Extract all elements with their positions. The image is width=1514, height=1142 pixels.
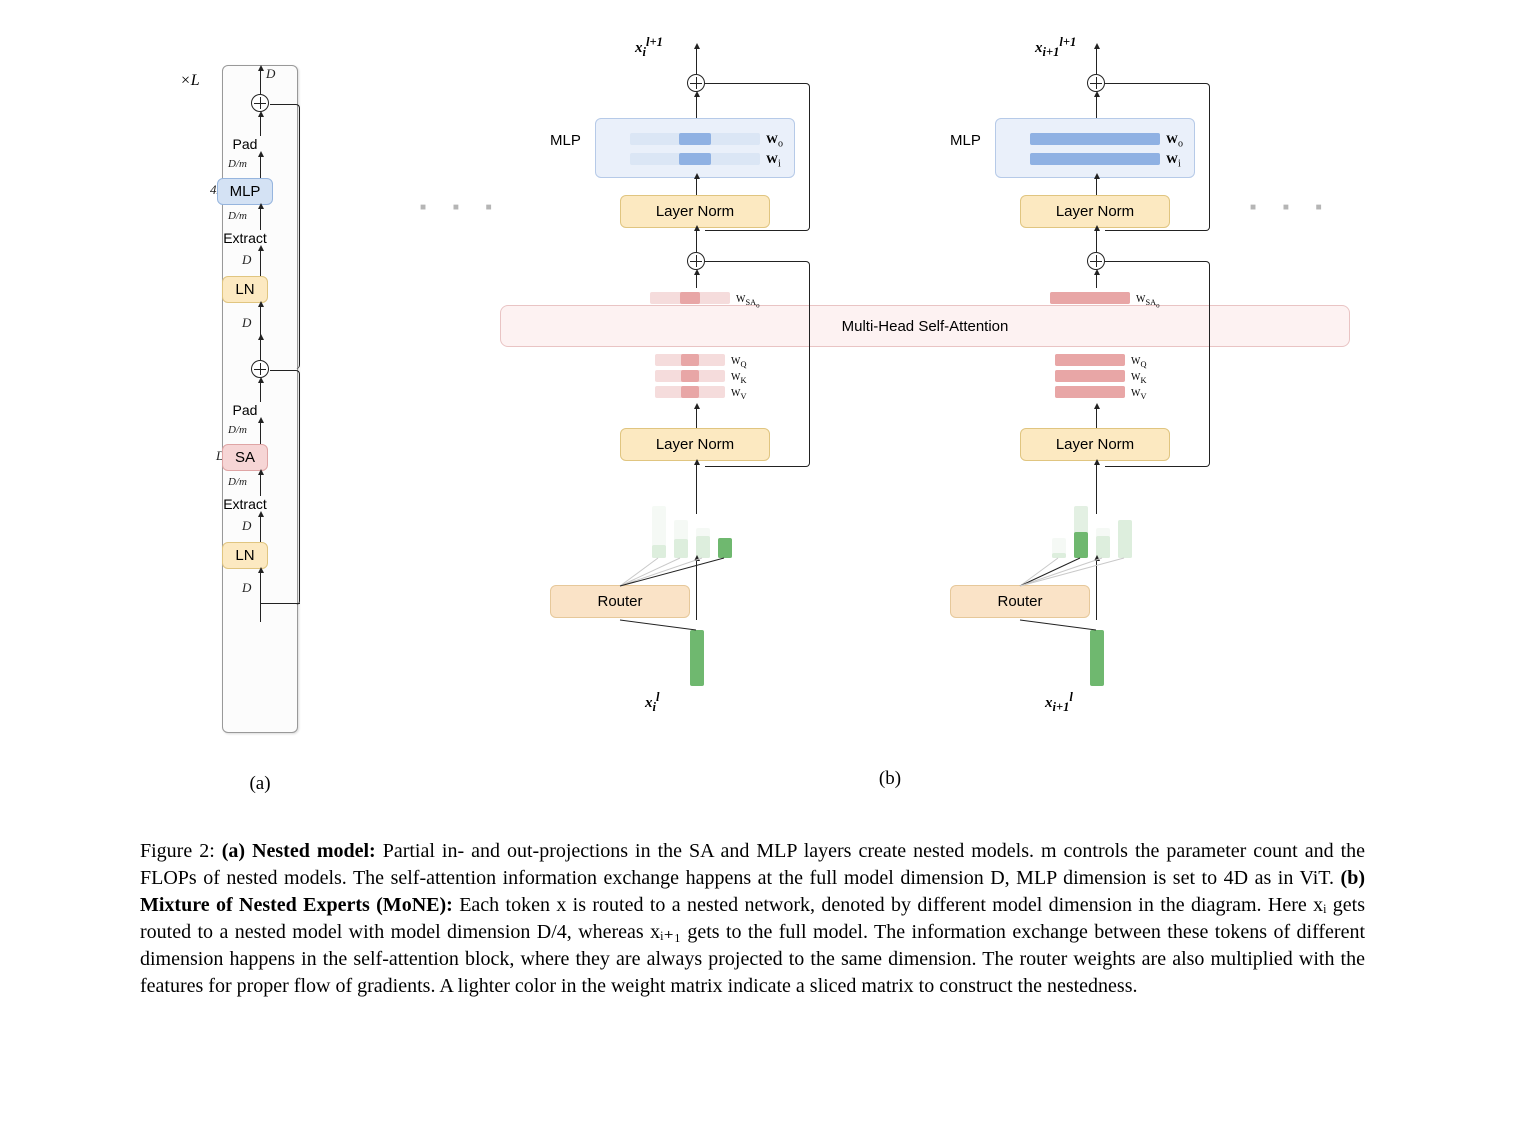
- router-option-bar: [696, 528, 710, 558]
- xl-label: ×L: [180, 72, 200, 90]
- router-bars: [1052, 478, 1172, 558]
- skip-entry: [260, 603, 300, 604]
- input-token: [690, 630, 704, 686]
- arrow: [696, 230, 697, 252]
- qkv-bars: WQ WK WV: [655, 350, 755, 402]
- arrow: [1096, 560, 1097, 620]
- arrow: [260, 208, 261, 230]
- arrow: [260, 382, 261, 402]
- x-output-label: xi+1l+1: [1035, 35, 1076, 60]
- arrow: [696, 408, 697, 428]
- continuation-dots: ■ ■ ■: [420, 202, 504, 213]
- arrow: [260, 474, 261, 496]
- sa-out-bar: WSAo: [1050, 288, 1150, 308]
- add-circle-top: [251, 94, 269, 112]
- mlp-block: MLP: [217, 178, 274, 205]
- router-block: Router: [550, 585, 690, 618]
- sa-out-bar: WSAo: [650, 288, 750, 308]
- sa-block: SA: [222, 444, 268, 471]
- arrow: [696, 274, 697, 288]
- figure-caption: Figure 2: (a) Nested model: Partial in- …: [140, 838, 1365, 1000]
- pad-label: Pad: [233, 136, 258, 152]
- arrow: [1096, 274, 1097, 288]
- arrow: [696, 560, 697, 620]
- caption-a-head: (a) Nested model:: [222, 840, 376, 862]
- panel-b: ■ ■ ■ ■ ■ ■ Multi-Head Self-Attention xi…: [410, 30, 1370, 760]
- arrow: [1096, 408, 1097, 428]
- mlp-box: Wo Wi: [595, 118, 795, 178]
- arrow: [260, 422, 261, 444]
- arrow: [260, 70, 261, 94]
- dim-dm: D/m: [228, 476, 247, 488]
- layer-norm-block: Layer Norm: [1020, 428, 1170, 461]
- panel-a: ×L D Pad D/m 4D MLP D/m Extract D LN D P…: [180, 60, 310, 760]
- figure-container: ×L D Pad D/m 4D MLP D/m Extract D LN D P…: [140, 30, 1370, 810]
- arrow: [1096, 230, 1097, 252]
- add-circle: [687, 252, 705, 270]
- router-option-bar: [718, 538, 732, 558]
- router-block: Router: [950, 585, 1090, 618]
- extract-label: Extract: [223, 496, 267, 512]
- arrow: [696, 48, 697, 74]
- arrow: [260, 250, 261, 276]
- router-option-bar: [1096, 528, 1110, 558]
- arrow: [260, 156, 261, 178]
- dim-dm: D/m: [228, 158, 247, 170]
- continuation-dots: ■ ■ ■: [1250, 202, 1334, 213]
- router-option-bar: [1118, 520, 1132, 558]
- x-input-label: xil: [645, 690, 659, 715]
- arrow: [696, 96, 697, 118]
- dim-d: D: [242, 580, 251, 596]
- ln-block: LN: [222, 542, 267, 569]
- qkv-bars: WQ WK WV: [1055, 350, 1155, 402]
- router-option-bar: [1074, 506, 1088, 558]
- mlp-box: Wo Wi: [995, 118, 1195, 178]
- panel-b-label: (b): [410, 768, 1370, 790]
- x-output-label: xil+1: [635, 35, 663, 60]
- add-circle: [687, 74, 705, 92]
- arrow: [260, 339, 261, 360]
- dim-dm: D/m: [228, 210, 247, 222]
- arrow: [260, 516, 261, 542]
- add-circle: [1087, 252, 1105, 270]
- router-option-bar: [1052, 538, 1066, 558]
- extract-label: Extract: [223, 230, 267, 246]
- arrow: [260, 306, 261, 336]
- skip-line: [270, 104, 300, 369]
- layer-norm-block: Layer Norm: [1020, 195, 1170, 228]
- layer-norm-block: Layer Norm: [620, 428, 770, 461]
- input-token: [1090, 630, 1104, 686]
- ln-block: LN: [222, 276, 267, 303]
- dim-dm: D/m: [228, 424, 247, 436]
- arrow: [260, 116, 261, 136]
- dim-d: D: [242, 518, 251, 534]
- x-input-label: xi+1l: [1045, 690, 1073, 715]
- panel-a-label: (a): [180, 773, 340, 795]
- router-option-bar: [652, 506, 666, 558]
- fignum: Figure 2:: [140, 840, 215, 862]
- arrow: [1096, 178, 1097, 196]
- router-bars: [652, 478, 772, 558]
- add-circle: [1087, 74, 1105, 92]
- column-i1: xi+1l+1 MLP Wo Wi Layer Norm WSAo WQ WK W…: [940, 30, 1220, 760]
- pad-label: Pad: [233, 402, 258, 418]
- arrow: [696, 178, 697, 196]
- router-option-bar: [674, 520, 688, 558]
- dim-d: D: [266, 66, 275, 82]
- add-circle-mid: [251, 360, 269, 378]
- mlp-side-label: MLP: [550, 132, 581, 149]
- skip-line: [270, 370, 300, 605]
- mlp-side-label: MLP: [950, 132, 981, 149]
- arrow: [260, 572, 261, 622]
- arrow: [1096, 48, 1097, 74]
- arrow: [1096, 96, 1097, 118]
- dim-d: D: [242, 315, 251, 331]
- column-i: xil+1MLP Wo Wi Layer Norm WSAo WQ WK WV …: [540, 30, 820, 760]
- layer-norm-block: Layer Norm: [620, 195, 770, 228]
- dim-d: D: [242, 252, 251, 268]
